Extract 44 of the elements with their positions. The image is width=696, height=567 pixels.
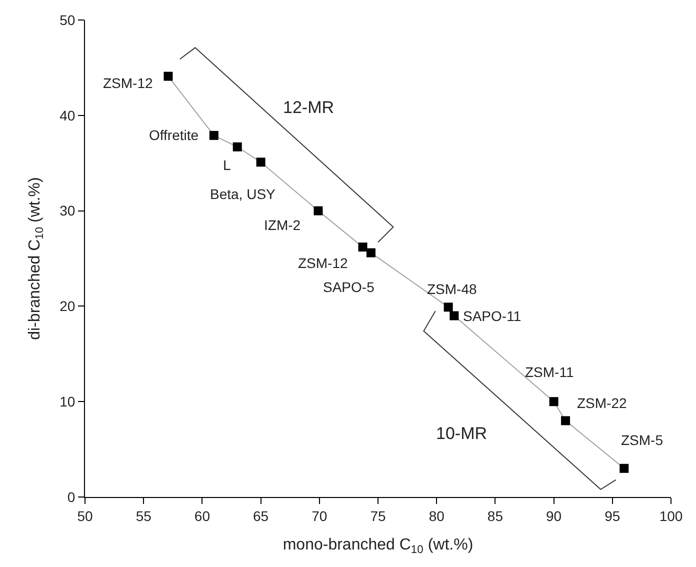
point — [232, 142, 242, 152]
x-tick-label: 55 — [136, 508, 152, 524]
x-tick-label: 90 — [546, 508, 562, 524]
x-tick-label: 80 — [428, 508, 445, 524]
annotation: L — [223, 157, 231, 173]
annotation: ZSM-22 — [577, 395, 627, 411]
point — [314, 206, 323, 216]
x-tick-label: 50 — [77, 508, 93, 524]
y-tick-label: 30 — [60, 202, 76, 219]
y-tick-label: 50 — [60, 12, 76, 28]
x-tick-label: 65 — [253, 508, 269, 524]
annotation: 12-MR — [283, 98, 334, 117]
annotation: 10-MR — [436, 424, 488, 443]
annotation: ZSM-12 — [103, 75, 153, 91]
y-tick-label: 40 — [60, 107, 76, 124]
point — [366, 248, 376, 258]
annotation: Beta, USY — [210, 186, 276, 202]
x-tick-label: 70 — [312, 508, 328, 524]
y-tick-label: 10 — [60, 394, 76, 410]
annotation: SAPO-5 — [323, 279, 375, 295]
y-tick-label: 20 — [60, 298, 76, 314]
point — [164, 72, 173, 81]
point — [620, 464, 629, 473]
x-tick-label: 85 — [487, 508, 504, 524]
point — [549, 397, 558, 406]
point — [256, 158, 266, 167]
annotation: Offretite — [149, 127, 199, 143]
point — [444, 302, 453, 312]
annotation: ZSM-12 — [298, 255, 348, 271]
point — [450, 311, 459, 320]
x-axis-title: mono-branched C$_{10}$ (wt.%) — [282, 536, 474, 556]
x-tick-label: 100 — [659, 508, 683, 524]
point — [561, 416, 570, 426]
point — [358, 242, 368, 252]
x-tick-label: 75 — [370, 508, 386, 524]
annotation: IZM-2 — [264, 217, 301, 233]
annotation: ZSM-5 — [621, 432, 664, 448]
x-tick-label: 60 — [194, 508, 210, 524]
annotation: SAPO-11 — [463, 308, 522, 324]
y-tick-label: 0 — [67, 488, 76, 505]
annotation: ZSM-11 — [525, 364, 574, 380]
annotation: ZSM-48 — [427, 281, 477, 297]
x-tick-label: 95 — [604, 508, 620, 524]
point — [209, 130, 218, 140]
